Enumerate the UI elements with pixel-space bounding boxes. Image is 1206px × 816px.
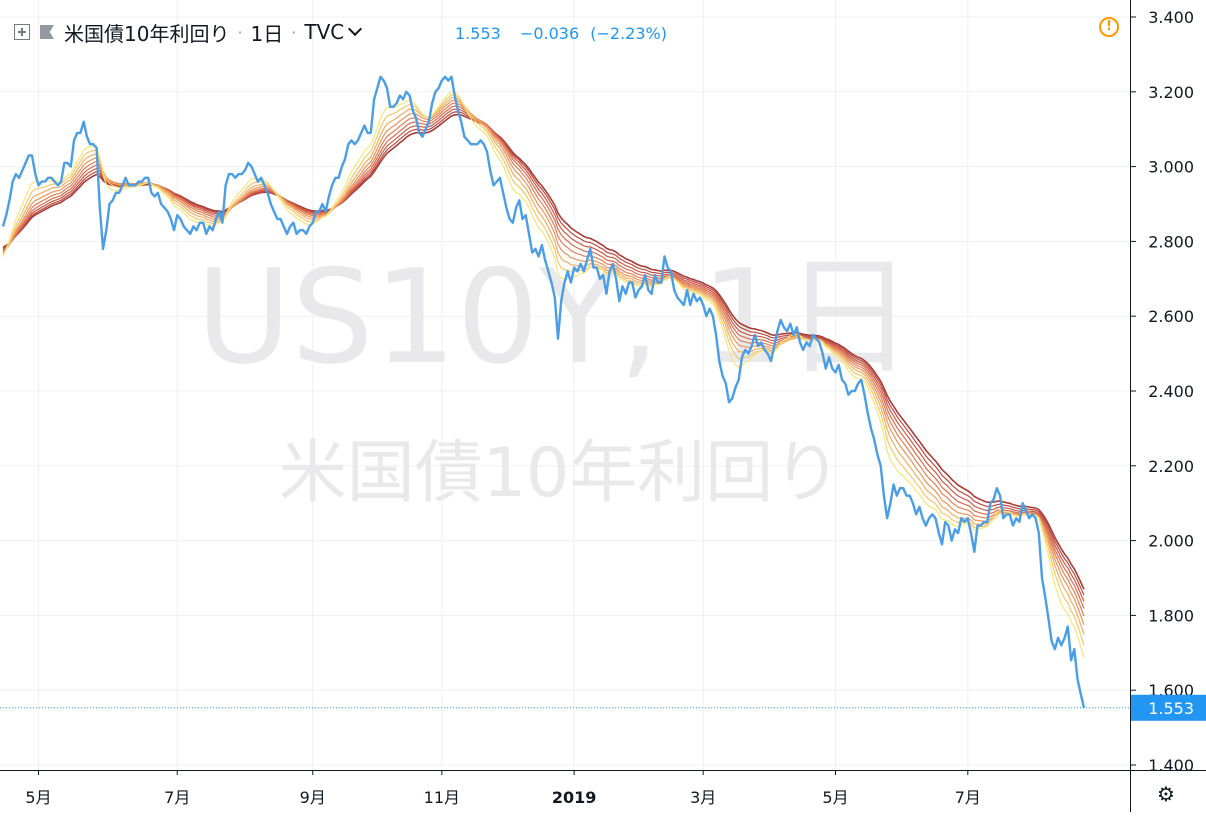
ema-ribbon-line (2, 102, 1085, 617)
ema-ribbon-line (2, 90, 1085, 658)
x-tick-label: 5月 (822, 788, 848, 807)
quote-values: 1.553 −0.036 (−2.23%) (455, 24, 681, 43)
price-line (1, 75, 1086, 709)
x-tick-label: 7月 (164, 788, 190, 807)
symbol-name[interactable]: 米国債10年利回り (64, 21, 230, 46)
ema-ribbon-line (2, 105, 1085, 609)
y-tick-label: 2.200 (1148, 457, 1194, 476)
last-price: 1.553 (455, 24, 501, 43)
y-tick-label: 2.400 (1148, 382, 1194, 401)
x-tick-label: 9月 (300, 788, 326, 807)
x-tick-label: 5月 (25, 788, 51, 807)
y-tick-label: 2.600 (1148, 307, 1194, 326)
ema-ribbon-line (2, 108, 1085, 602)
exchange-label[interactable]: TVC (304, 20, 345, 44)
y-tick-label: 3.200 (1148, 83, 1194, 102)
price-change: −0.036 (519, 24, 580, 43)
ema-ribbon-line (2, 96, 1085, 635)
x-tick-label: 3月 (690, 788, 716, 807)
gear-icon[interactable]: ⚙ (1157, 782, 1175, 806)
separator: · (237, 22, 243, 42)
price-change-percent: (−2.23%) (590, 24, 667, 43)
y-tick-label: 1.800 (1148, 606, 1194, 625)
x-tick-label: 7月 (955, 788, 981, 807)
last-price-badge-label: 1.553 (1148, 699, 1194, 718)
ema-ribbon-line (2, 99, 1085, 626)
watermark-symbol: US10Y, 1日 (196, 241, 914, 393)
y-tick-label: 3.000 (1148, 158, 1194, 177)
x-tick-label: 2019 (552, 788, 597, 807)
last-price-badge (1131, 694, 1206, 721)
y-tick-label: 2.800 (1148, 232, 1194, 251)
y-tick-label: 1.400 (1148, 756, 1194, 775)
warning-icon[interactable]: ! (1099, 17, 1119, 37)
plus-square-icon[interactable] (14, 24, 30, 40)
ema-ribbon-line (2, 94, 1085, 646)
y-tick-label: 3.400 (1148, 8, 1194, 27)
interval-label[interactable]: 1日 (250, 21, 284, 46)
y-tick-label: 2.000 (1148, 532, 1194, 551)
watermark-name: 米国債10年利回り (279, 434, 842, 513)
symbol-header: 米国債10年利回り · 1日 · TVC (14, 16, 363, 48)
x-tick-label: 11月 (424, 788, 460, 807)
flag-icon[interactable] (40, 25, 54, 39)
ema-ribbon-line (2, 111, 1085, 596)
separator: · (291, 22, 297, 42)
chevron-down-icon[interactable] (348, 21, 363, 37)
